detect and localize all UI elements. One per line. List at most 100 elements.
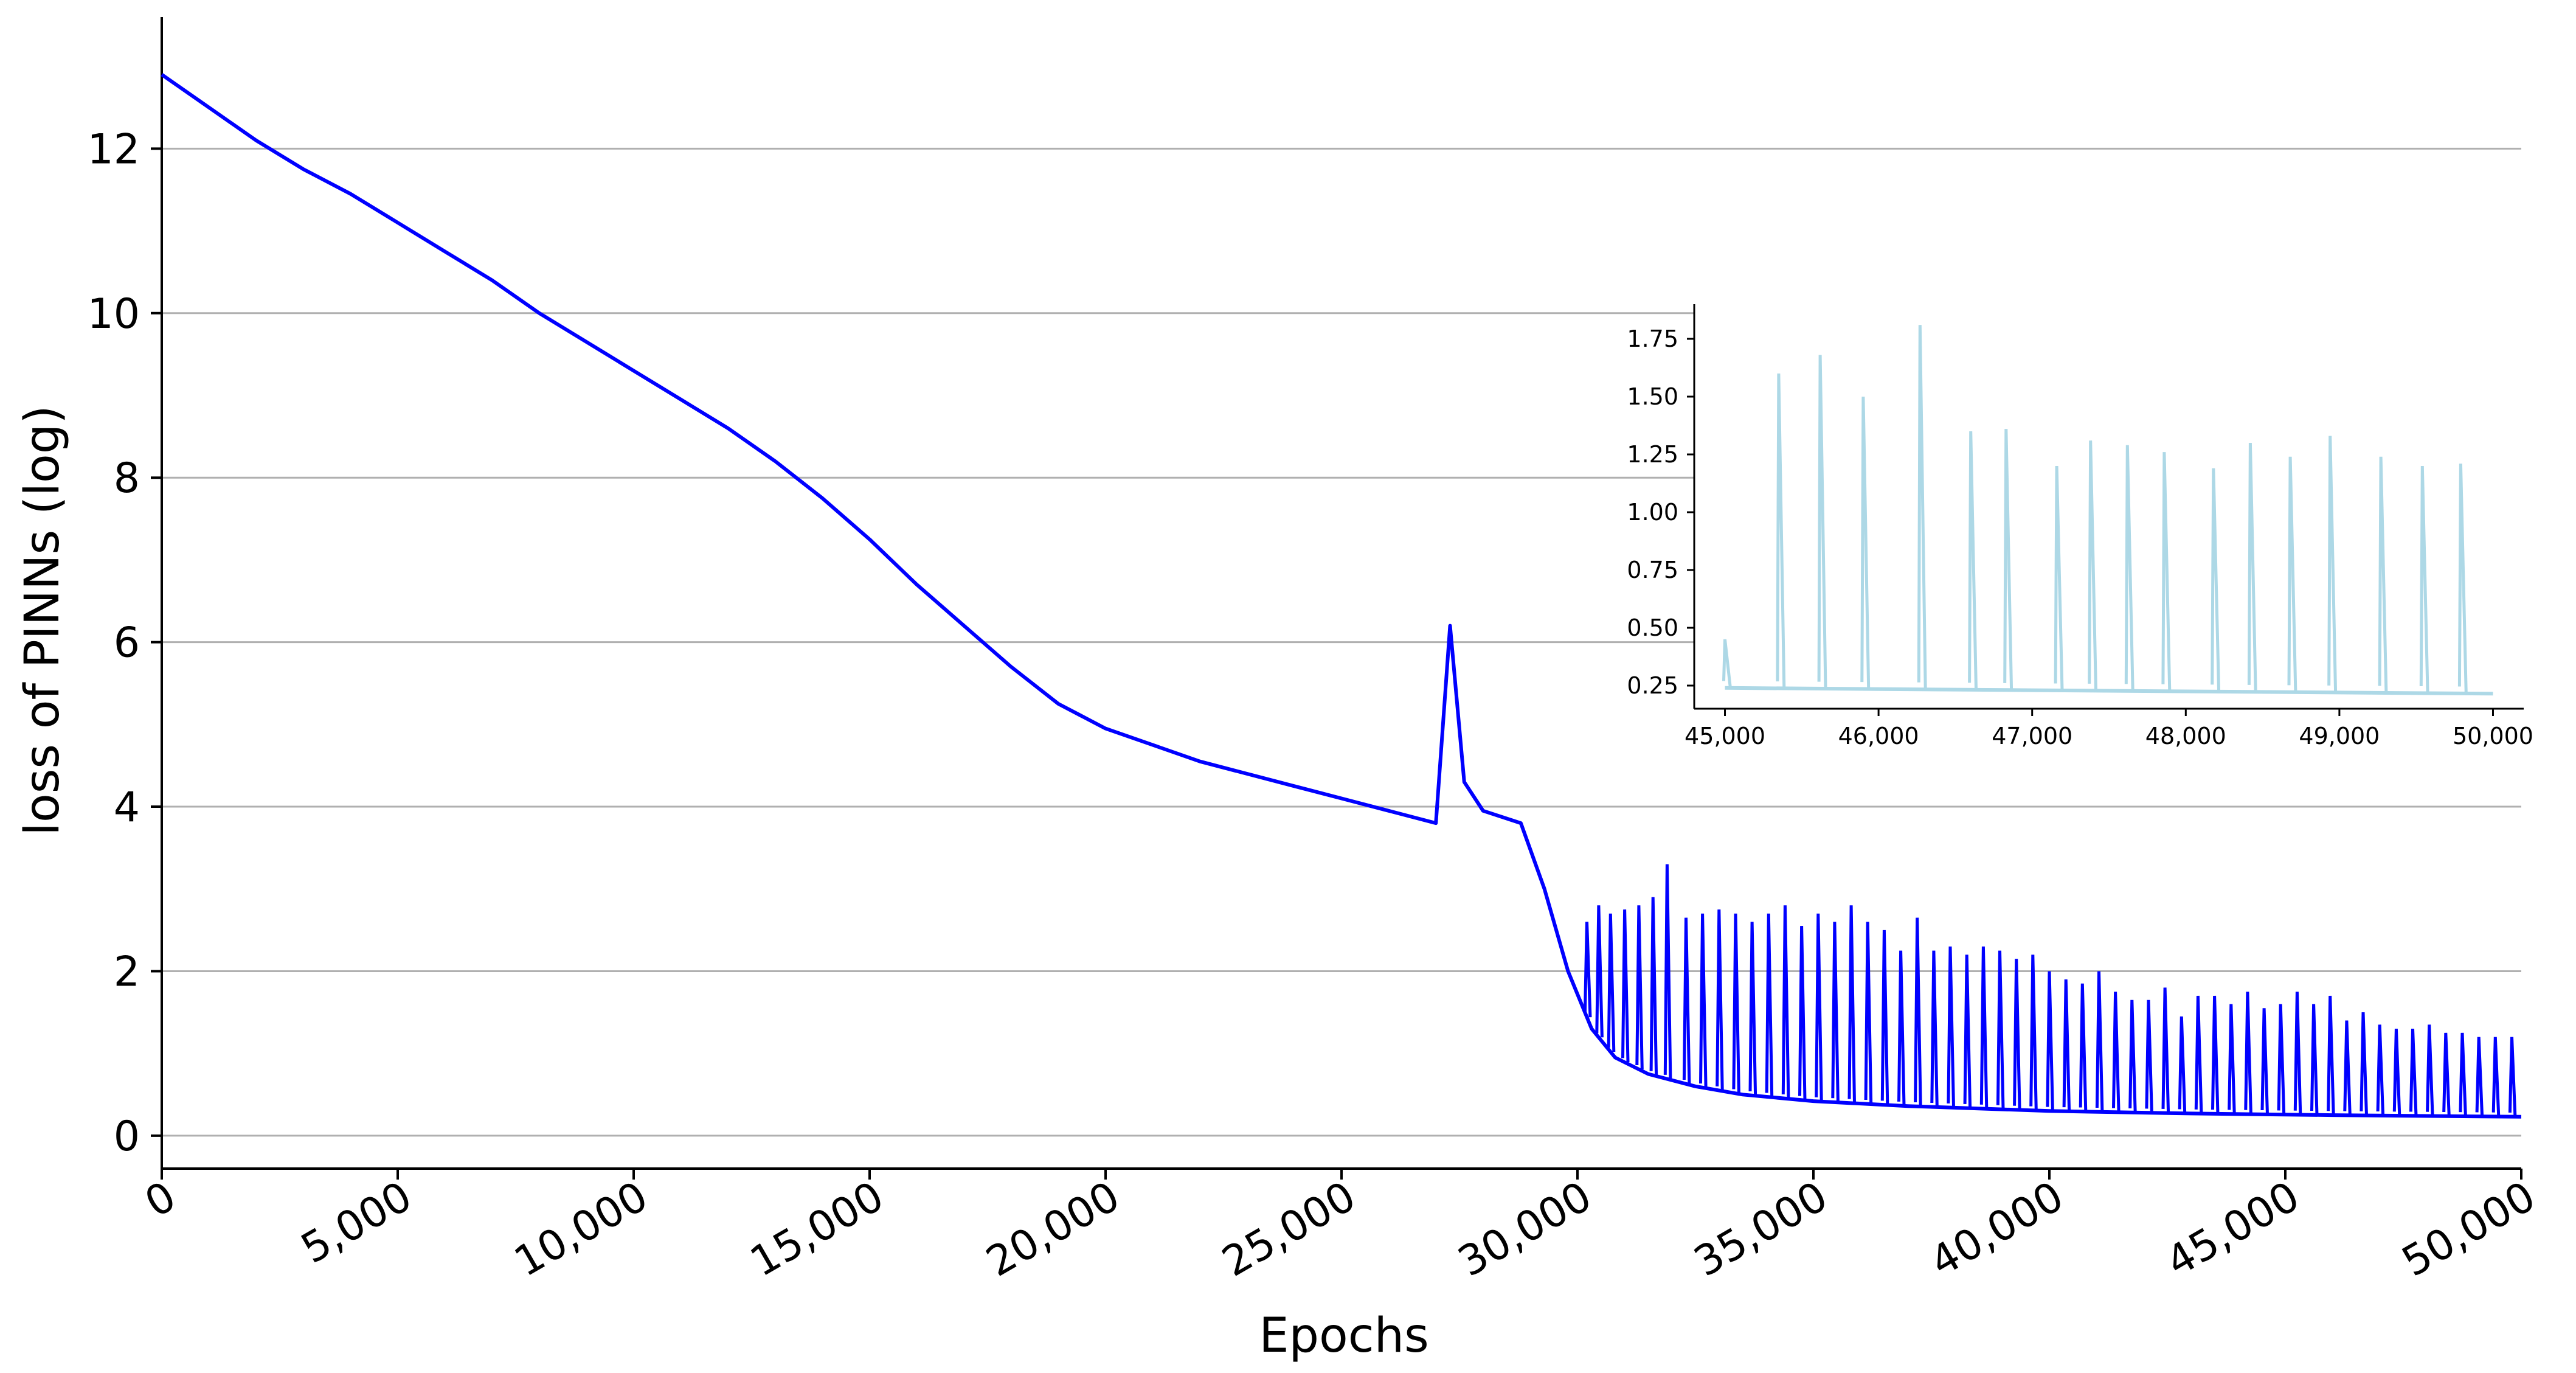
inset-x-tick-label-3: 48,000 <box>2145 723 2226 749</box>
inset-spike-13 <box>2287 456 2297 692</box>
inset-spike-1 <box>1776 373 1786 689</box>
loss-spike-49 <box>2376 1024 2385 1116</box>
loss-spike-6 <box>1663 864 1672 1079</box>
inset-y-tick-label-3: 1.00 <box>1627 499 1678 526</box>
loss-spike-22 <box>1930 950 1939 1107</box>
loss-spike-35 <box>2145 999 2153 1113</box>
loss-spike-40 <box>2228 1004 2236 1114</box>
y-tick-label-5: 10 <box>87 290 140 338</box>
x-axis-label: Epochs <box>1259 1309 1428 1363</box>
inset-spike-15 <box>2378 456 2388 693</box>
inset-spike-4 <box>1917 325 1927 690</box>
inset-y-tick-label-6: 1.75 <box>1627 325 1678 352</box>
inset-x-tick-label-2: 47,000 <box>1992 723 2072 749</box>
loss-spike-10 <box>1732 913 1740 1094</box>
y-tick-label-3: 6 <box>114 619 140 667</box>
loss-spike-39 <box>2211 995 2220 1114</box>
loss-spike-55 <box>2475 1037 2484 1117</box>
inset-y-tick-label-1: 0.50 <box>1627 614 1678 641</box>
y-axis-label: loss of PINNs (log) <box>15 405 70 835</box>
loss-spike-23 <box>1947 946 1955 1108</box>
loss-spike-54 <box>2459 1032 2467 1117</box>
loss-spike-2 <box>1607 913 1616 1052</box>
inset-spike-10 <box>2161 452 2172 692</box>
loss-spike-34 <box>2128 999 2137 1113</box>
loss-spike-21 <box>1914 917 1922 1107</box>
loss-spike-41 <box>2244 992 2252 1114</box>
inset-spike-2 <box>1817 355 1827 689</box>
loss-spike-57 <box>2508 1037 2517 1117</box>
loss-spike-1 <box>1595 905 1604 1038</box>
loss-spike-26 <box>1996 950 2005 1110</box>
loss-spike-50 <box>2392 1029 2401 1116</box>
loss-spike-3 <box>1621 909 1630 1063</box>
inset-spike-6 <box>2003 429 2013 690</box>
loss-spike-13 <box>1781 905 1790 1099</box>
loss-spike-27 <box>2013 959 2021 1110</box>
loss-spike-33 <box>2112 992 2121 1113</box>
loss-spike-20 <box>1897 950 1906 1106</box>
loss-spike-53 <box>2442 1032 2451 1116</box>
loss-spike-37 <box>2178 1016 2187 1114</box>
loss-spike-56 <box>2491 1037 2501 1117</box>
main-series <box>161 73 2522 1119</box>
loss-spike-14 <box>1798 926 1807 1100</box>
inset-tick-labels: 0.25 0.50 0.75 1.00 1.25 1.50 1.75 45,000 46,000… <box>1627 325 2533 749</box>
loss-spike-52 <box>2426 1024 2434 1116</box>
y-tick-label-0: 0 <box>114 1113 140 1161</box>
inset-chart: 0.25 0.50 0.75 1.00 1.25 1.50 1.75 45,000 46,000… <box>1627 304 2533 749</box>
loss-line-0 <box>161 73 2522 1119</box>
loss-spike-12 <box>1765 913 1774 1097</box>
loss-spike-28 <box>2029 954 2038 1111</box>
inset-y-tick-label-2: 0.75 <box>1627 557 1678 583</box>
loss-spike-42 <box>2260 1008 2269 1114</box>
loss-spike-36 <box>2161 987 2170 1113</box>
inset-x-tick-label-4: 49,000 <box>2299 723 2380 749</box>
inset-baseline-line <box>1725 686 2493 696</box>
inset-x-tick-label-0: 45,000 <box>1684 723 1765 749</box>
loss-spike-38 <box>2194 995 2203 1114</box>
loss-spike-43 <box>2277 1004 2286 1115</box>
inset-spike-9 <box>2124 445 2135 691</box>
inset-spike-0 <box>1722 639 1732 689</box>
inset-spike-17 <box>2457 464 2468 693</box>
loss-spike-18 <box>1864 922 1873 1104</box>
loss-spike-47 <box>2343 1020 2352 1116</box>
loss-spike-32 <box>2095 971 2104 1112</box>
loss-spike-46 <box>2327 995 2335 1116</box>
inset-spike-14 <box>2327 436 2338 693</box>
loss-spike-30 <box>2062 979 2071 1111</box>
loss-spike-17 <box>1847 905 1856 1104</box>
inset-spike-3 <box>1860 396 1871 689</box>
inset-x-tick-label-5: 50,000 <box>2453 723 2533 749</box>
inset-spike-5 <box>1968 431 1978 690</box>
loss-spike-11 <box>1748 922 1757 1096</box>
loss-spike-4 <box>1635 905 1644 1069</box>
loss-spike-15 <box>1815 913 1823 1102</box>
inset-x-tick-label-1: 46,000 <box>1838 723 1919 749</box>
y-tick-label-1: 2 <box>114 948 140 996</box>
loss-spike-31 <box>2079 983 2088 1112</box>
loss-spike-16 <box>1831 922 1840 1102</box>
loss-spike-45 <box>2310 1004 2319 1115</box>
inset-series <box>1722 325 2493 696</box>
loss-spike-29 <box>2046 971 2054 1111</box>
loss-spike-0 <box>1583 922 1592 1018</box>
inset-y-tick-label-4: 1.25 <box>1627 441 1678 468</box>
loss-spike-44 <box>2293 992 2302 1115</box>
inset-spike-16 <box>2419 465 2429 693</box>
inset-spike-11 <box>2211 468 2221 692</box>
y-tick-label-6: 12 <box>87 125 140 173</box>
y-tick-label-2: 4 <box>114 784 140 832</box>
loss-spike-51 <box>2409 1029 2418 1116</box>
loss-spike-48 <box>2360 1012 2368 1116</box>
inset-spike-7 <box>2054 465 2064 690</box>
loss-spike-7 <box>1682 917 1691 1084</box>
y-tick-label-4: 8 <box>114 454 140 502</box>
loss-spike-25 <box>1979 946 1989 1109</box>
loss-spike-8 <box>1699 913 1708 1088</box>
inset-spike-8 <box>2088 440 2097 691</box>
inset-y-tick-label-5: 1.50 <box>1627 383 1678 410</box>
